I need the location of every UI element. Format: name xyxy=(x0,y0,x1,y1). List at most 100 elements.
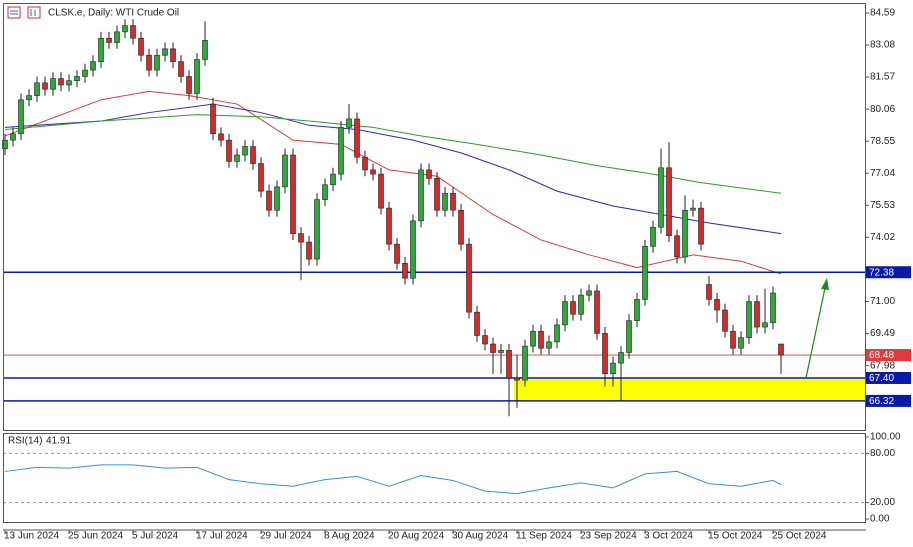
rsi-panel: 100.00 80.00 20.00 0.00 RSI(14) 41.91 xyxy=(3,432,901,525)
candle-body xyxy=(42,82,48,90)
y-tick-label: 100.00 xyxy=(870,432,901,443)
y-tick-label: 69.49 xyxy=(870,328,895,339)
candle-body xyxy=(466,243,472,313)
x-tick-label: 8 Aug 2024 xyxy=(324,531,375,542)
candle-body xyxy=(442,192,448,211)
candle-body xyxy=(98,37,104,62)
price-panel: 84.59 83.08 81.57 80.06 78.55 77.04 75.53 74.02… xyxy=(2,8,911,542)
candle-body xyxy=(618,352,624,364)
y-tick-label: 80.00 xyxy=(870,448,895,459)
icon xyxy=(27,6,41,19)
level-label: 68.48 xyxy=(869,350,894,361)
candle-body xyxy=(394,243,400,264)
candle-body xyxy=(578,294,584,315)
candle-body xyxy=(274,186,280,211)
candle-body xyxy=(354,118,360,158)
candle-body xyxy=(194,59,200,94)
y-tick-label: 20.00 xyxy=(870,497,895,508)
candle-body xyxy=(506,350,512,379)
candle-body xyxy=(250,146,256,164)
candle-body xyxy=(266,190,272,211)
candle-body xyxy=(234,154,240,162)
candle-body xyxy=(746,301,752,338)
candle-body xyxy=(202,40,208,60)
candle-body xyxy=(554,324,560,343)
candle-body xyxy=(170,48,176,62)
candle-body xyxy=(594,290,600,334)
candle-body xyxy=(338,127,344,175)
candle-body xyxy=(178,61,184,77)
candle-body xyxy=(546,341,552,349)
y-tick-label: 74.02 xyxy=(870,232,895,243)
candle-body xyxy=(562,301,568,326)
candle-body xyxy=(146,54,152,71)
x-tick-label: 15 Oct 2024 xyxy=(708,531,763,542)
candle-body xyxy=(698,207,704,245)
candle-body xyxy=(130,25,136,39)
candle-body xyxy=(658,167,664,228)
chart-title: CLSK.e, Daily: WTI Crude Oil xyxy=(48,8,179,19)
candle-body xyxy=(762,322,768,328)
candle-body xyxy=(306,241,312,260)
candle-body xyxy=(690,207,696,211)
candle-body xyxy=(162,48,168,56)
zone xyxy=(514,377,865,401)
level-tag xyxy=(866,394,911,407)
candle-body xyxy=(474,311,480,336)
candle-body xyxy=(138,37,144,56)
candle-body xyxy=(778,343,784,356)
candle-body xyxy=(410,220,416,279)
candle-body xyxy=(386,207,392,245)
candle-body xyxy=(538,330,544,349)
candle-body xyxy=(514,377,520,381)
level-tag xyxy=(866,266,911,279)
candle-body xyxy=(602,333,608,375)
candle-body xyxy=(258,163,264,192)
candle-body xyxy=(378,173,384,209)
candle-body xyxy=(218,133,224,141)
x-tick-label: 25 Oct 2024 xyxy=(772,531,827,542)
candle-body xyxy=(26,95,32,101)
candle-body xyxy=(82,69,88,77)
candle-body xyxy=(242,146,248,156)
candle-body xyxy=(682,209,688,258)
y-tick-label: 84.59 xyxy=(870,8,895,19)
candle-body xyxy=(482,335,488,345)
candle-body xyxy=(122,25,128,33)
candle-body xyxy=(450,192,456,211)
candle-body xyxy=(426,169,432,179)
x-tick-label: 3 Oct 2024 xyxy=(644,531,693,542)
candle-body xyxy=(730,330,736,349)
candle-body xyxy=(10,133,16,141)
x-tick-label: 30 Aug 2024 xyxy=(452,531,509,542)
candle-body xyxy=(314,199,320,260)
candle-body xyxy=(586,290,592,296)
candle-body xyxy=(634,299,640,321)
arrow xyxy=(805,278,829,379)
header-icons xyxy=(7,6,41,19)
x-tick-label: 20 Aug 2024 xyxy=(388,531,445,542)
candle-body xyxy=(770,292,776,324)
candle-body xyxy=(522,345,528,381)
x-tick-label: 13 Jun 2024 xyxy=(4,531,59,542)
candle-body xyxy=(298,233,304,243)
candle-body xyxy=(362,156,368,171)
arrow-head xyxy=(821,278,829,290)
candle-body xyxy=(490,343,496,353)
x-tick-label: 29 Jul 2024 xyxy=(260,531,312,542)
y-tick-label: 71.00 xyxy=(870,296,895,307)
candle-body xyxy=(106,37,112,43)
candle-body xyxy=(154,54,160,71)
level-label: 67.40 xyxy=(869,373,894,384)
candle-body xyxy=(642,246,648,300)
candle-body xyxy=(186,76,192,94)
y-tick-label: 80.06 xyxy=(870,104,895,115)
y-tick-label: 67.98 xyxy=(870,360,895,371)
candle-body xyxy=(722,309,728,332)
candle-body xyxy=(370,169,376,175)
candle-body xyxy=(498,350,504,353)
candle-body xyxy=(754,301,760,328)
candle-body xyxy=(610,362,616,375)
panel-frame xyxy=(3,3,866,431)
